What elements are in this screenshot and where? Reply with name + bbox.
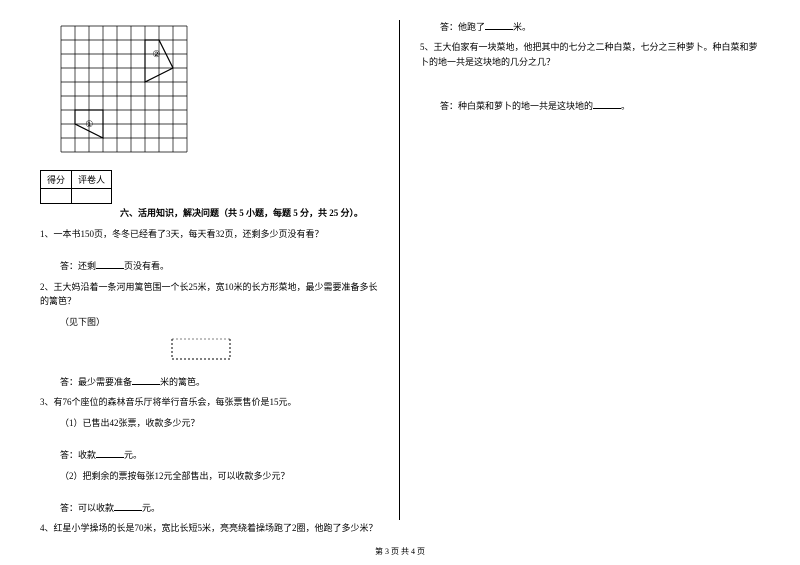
blank (132, 375, 160, 385)
grid-svg: ②① (60, 25, 188, 153)
blank (96, 448, 124, 458)
page-columns: ②① 得分 评卷人 六、活用知识，解决问题（共 5 小题，每题 5 分，共 25… (40, 20, 760, 520)
q1-answer: 答：还剩 页没有看。 (60, 259, 379, 273)
q3-1-answer: 答：收款 元。 (60, 448, 379, 462)
q3-2-answer: 答：可以收款 元。 (60, 501, 379, 515)
q3-1-answer-pre: 答：收款 (60, 450, 96, 460)
q2: 2、王大妈沿着一条河用篱笆围一个长25米，宽10米的长方形菜地，最少需要准备多长… (40, 280, 379, 309)
left-column: ②① 得分 评卷人 六、活用知识，解决问题（共 5 小题，每题 5 分，共 25… (40, 20, 400, 520)
right-column: 答：他跑了 米。 5、王大伯家有一块菜地，他把其中的七分之二种白菜，七分之三种萝卜… (400, 20, 760, 520)
q5-answer-pre: 答：种白菜和萝卜的地一共是这块地的 (440, 101, 593, 111)
q1-answer-post: 页没有看。 (124, 261, 169, 271)
svg-text:①: ① (85, 119, 93, 129)
section-6-title: 六、活用知识，解决问题（共 5 小题，每题 5 分，共 25 分）。 (120, 206, 379, 219)
q4-answer-post: 米。 (513, 22, 531, 32)
blank (593, 99, 621, 109)
grader-label: 评卷人 (72, 171, 112, 189)
q4-answer: 答：他跑了 米。 (440, 20, 760, 34)
blank (485, 20, 513, 30)
q2-answer: 答：最少需要准备 米的篱笆。 (60, 375, 379, 389)
q3-1: （1）已售出42张票，收款多少元？ (60, 416, 379, 430)
grid-figure: ②① (60, 25, 379, 155)
q1-answer-pre: 答：还剩 (60, 261, 96, 271)
svg-text:②: ② (152, 49, 160, 59)
page-footer: 第 3 页 共 4 页 (0, 546, 800, 557)
blank (114, 501, 142, 511)
q3-2-answer-post: 元。 (142, 503, 160, 513)
q3: 3、有76个座位的森林音乐厅将举行音乐会，每张票售价是15元。 (40, 395, 379, 409)
dotted-rect-figure (170, 337, 379, 367)
score-label: 得分 (41, 171, 72, 189)
q3-1-answer-post: 元。 (124, 450, 142, 460)
grader-cell (72, 189, 112, 204)
q5-answer-post: 。 (621, 101, 630, 111)
q2-sub: （见下图） (60, 315, 379, 329)
q2-answer-pre: 答：最少需要准备 (60, 377, 132, 387)
score-cell (41, 189, 72, 204)
q5-answer: 答：种白菜和萝卜的地一共是这块地的 。 (440, 99, 760, 113)
q3-2-answer-pre: 答：可以收款 (60, 503, 114, 513)
blank (96, 259, 124, 269)
q1: 1、一本书150页，冬冬已经看了3天，每天看32页，还剩多少页没有看？ (40, 227, 379, 241)
q3-2: （2）把剩余的票按每张12元全部售出，可以收款多少元？ (60, 469, 379, 483)
q5: 5、王大伯家有一块菜地，他把其中的七分之二种白菜，七分之三种萝卜。种白菜和萝卜的… (420, 40, 760, 69)
q4: 4、红星小学操场的长是70米，宽比长短5米，亮亮绕着操场跑了2圈，他跑了多少米？ (40, 521, 379, 535)
score-table: 得分 评卷人 (40, 170, 112, 204)
dotted-rect-svg (170, 337, 240, 365)
q4-answer-pre: 答：他跑了 (440, 22, 485, 32)
q2-answer-post: 米的篱笆。 (160, 377, 205, 387)
